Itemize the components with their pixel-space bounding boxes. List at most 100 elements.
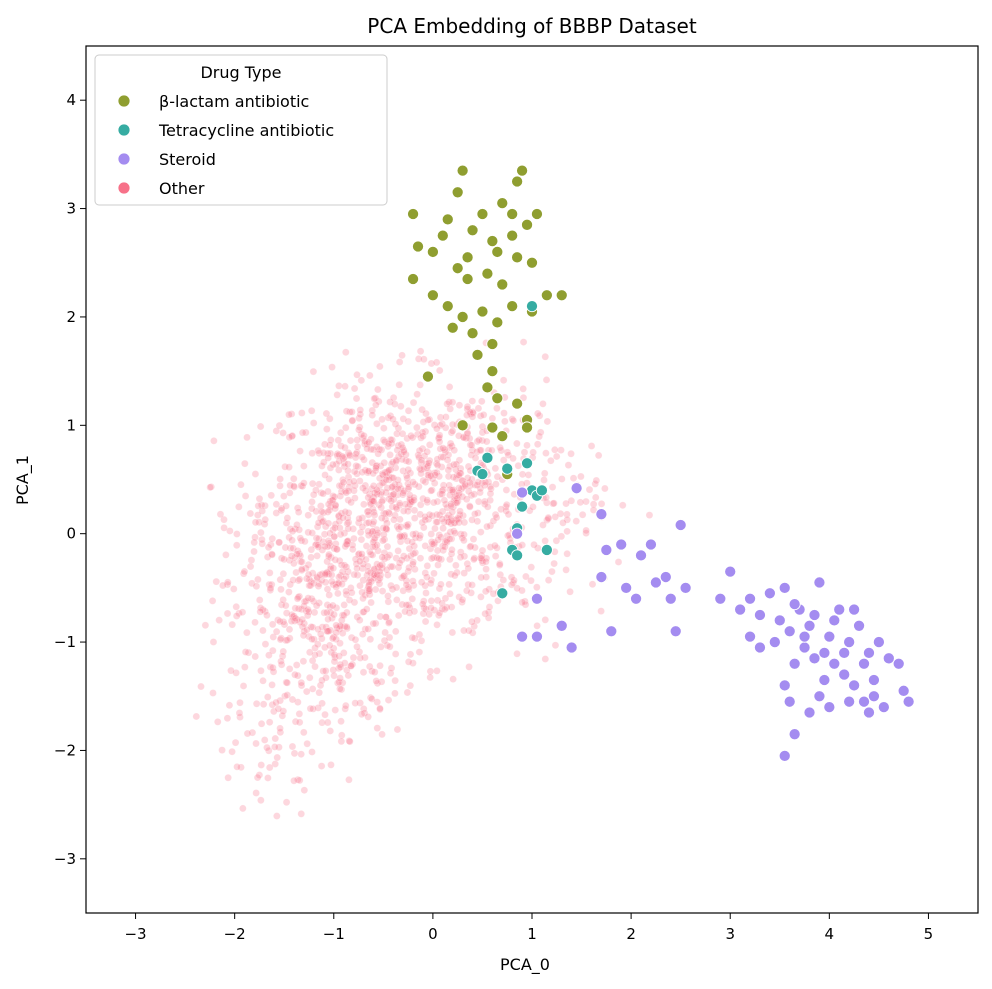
other-point xyxy=(415,630,424,639)
other-point xyxy=(289,544,297,553)
-lactam-antibiotic-point xyxy=(456,419,469,432)
other-point xyxy=(260,520,269,528)
other-point xyxy=(264,693,272,701)
other-point xyxy=(370,668,379,676)
other-point xyxy=(341,382,349,391)
other-point xyxy=(397,484,405,493)
other-point xyxy=(293,521,301,529)
other-point xyxy=(465,478,474,487)
other-point xyxy=(398,455,406,464)
other-point xyxy=(315,599,323,607)
other-point xyxy=(619,501,627,509)
tetracycline-antibiotic-point xyxy=(535,484,548,497)
other-point xyxy=(334,436,343,444)
other-point xyxy=(544,514,553,523)
other-point xyxy=(438,419,446,428)
-lactam-antibiotic-point xyxy=(421,370,434,383)
other-point xyxy=(381,437,389,446)
other-point xyxy=(331,520,340,529)
other-point xyxy=(394,484,402,493)
other-point xyxy=(467,589,475,597)
other-point xyxy=(258,539,267,548)
-lactam-antibiotic-point xyxy=(516,164,529,177)
other-point xyxy=(305,648,314,657)
other-point xyxy=(330,532,339,541)
other-point xyxy=(369,538,377,546)
other-point xyxy=(391,689,399,698)
other-point xyxy=(336,639,344,648)
other-point xyxy=(304,605,312,614)
other-point xyxy=(466,481,474,490)
other-point xyxy=(428,486,436,494)
other-point xyxy=(349,653,358,662)
other-point xyxy=(385,551,394,559)
other-point xyxy=(332,460,341,469)
other-point xyxy=(243,628,251,637)
other-point xyxy=(529,448,537,457)
other-point xyxy=(350,570,358,579)
other-point xyxy=(329,601,337,610)
other-point xyxy=(431,471,439,479)
tetracycline-antibiotic-point xyxy=(525,300,539,313)
other-point xyxy=(435,609,444,617)
other-point xyxy=(397,523,405,531)
other-point xyxy=(432,553,441,562)
other-point xyxy=(407,431,415,440)
other-point xyxy=(530,540,538,549)
other-point xyxy=(224,578,232,587)
other-point xyxy=(281,692,289,700)
other-point xyxy=(392,503,400,512)
other-point xyxy=(276,475,284,483)
other-point xyxy=(484,478,493,486)
other-point xyxy=(418,518,427,527)
other-point xyxy=(311,644,319,652)
other-point xyxy=(424,515,433,523)
other-point xyxy=(333,451,342,460)
other-point xyxy=(456,464,465,473)
other-point xyxy=(293,550,301,558)
other-point xyxy=(368,527,377,536)
other-point xyxy=(295,525,303,534)
other-point xyxy=(336,492,345,500)
other-point xyxy=(451,571,459,580)
other-point xyxy=(326,464,335,472)
other-point xyxy=(504,451,513,459)
other-point xyxy=(294,593,303,602)
other-point xyxy=(334,579,342,587)
other-point xyxy=(365,490,374,498)
other-point xyxy=(370,511,379,519)
other-point xyxy=(435,472,443,481)
other-point xyxy=(335,652,343,660)
other-point xyxy=(382,488,390,497)
other-point xyxy=(354,551,363,559)
other-point xyxy=(388,473,396,482)
other-point xyxy=(371,394,380,402)
other-point xyxy=(307,553,315,562)
other-point xyxy=(410,581,418,590)
other-point xyxy=(250,538,258,547)
other-point xyxy=(412,530,420,538)
other-point xyxy=(369,493,378,501)
other-point xyxy=(455,471,463,479)
other-point xyxy=(433,667,441,675)
other-point xyxy=(230,585,238,593)
steroid-point xyxy=(862,646,876,659)
other-point xyxy=(225,701,234,710)
other-point xyxy=(367,485,376,493)
other-point xyxy=(324,615,332,623)
other-point xyxy=(387,491,395,500)
other-point xyxy=(439,546,447,555)
other-point xyxy=(321,569,330,578)
other-point xyxy=(326,497,335,505)
other-point xyxy=(309,705,317,713)
other-point xyxy=(438,605,446,613)
other-point xyxy=(366,500,375,509)
other-point xyxy=(383,484,392,492)
other-point xyxy=(300,728,308,737)
other-point xyxy=(388,491,397,500)
other-point xyxy=(415,446,424,455)
other-point xyxy=(399,467,407,475)
other-point xyxy=(446,491,454,499)
other-point xyxy=(383,542,392,551)
other-point xyxy=(404,417,413,426)
